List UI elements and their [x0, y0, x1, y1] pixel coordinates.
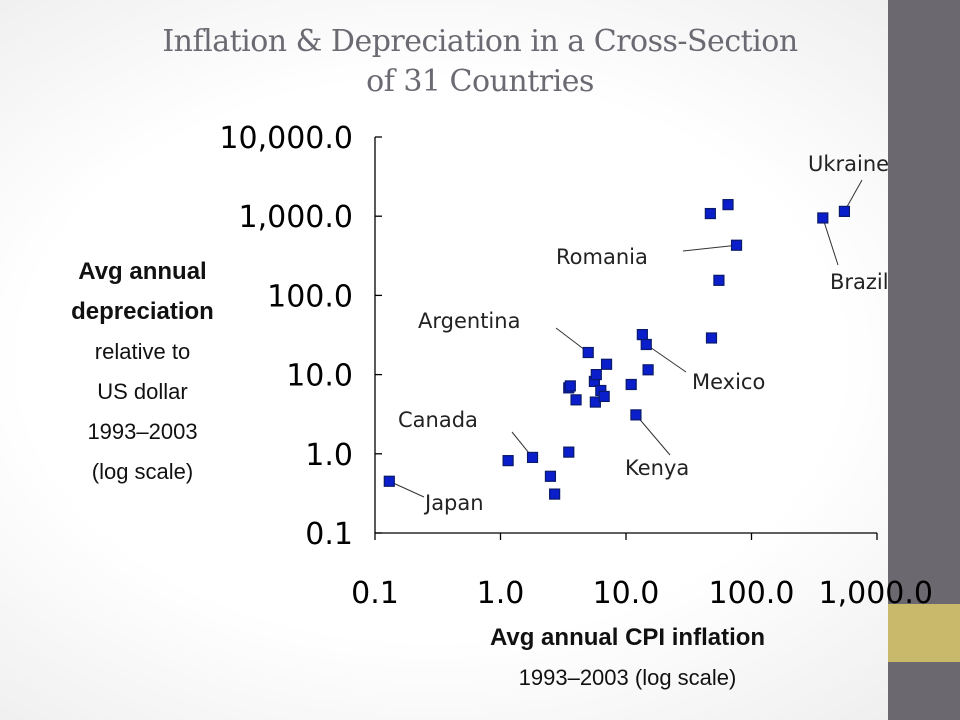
y-axis-label: Avg annual depreciation relative to US d… — [40, 252, 245, 492]
y-tick-label: 1.0 — [305, 438, 353, 473]
label-brazil: Brazil — [830, 270, 889, 294]
data-point — [730, 239, 743, 251]
data-point — [589, 396, 601, 408]
y-axis-label-line-1: Avg annual — [78, 258, 207, 285]
label-mexico: Mexico — [692, 370, 765, 394]
data-point — [590, 369, 602, 381]
data-point — [640, 338, 652, 351]
data-point — [570, 394, 582, 406]
data-point — [713, 274, 725, 286]
y-tick-label: 1,000.0 — [238, 200, 353, 235]
data-point — [630, 409, 642, 421]
data-point — [502, 455, 514, 467]
sidebar-accent — [888, 604, 960, 662]
data-point — [582, 346, 594, 359]
data-point — [563, 446, 575, 458]
sidebar-decoration — [888, 0, 960, 720]
data-point — [704, 207, 716, 220]
data-point — [383, 475, 395, 487]
x-axis-label-line-1: Avg annual CPI inflation — [489, 624, 766, 651]
x-tick-label: 0.1 — [351, 576, 399, 611]
x-axis-label: Avg annual CPI inflation 1993–2003 (log … — [375, 618, 880, 698]
x-tick-label: 100.0 — [709, 576, 795, 611]
leader-brazil — [822, 217, 839, 266]
title-line-2: of 31 Countries — [366, 64, 594, 99]
label-japan: Japan — [423, 491, 484, 515]
label-romania: Romania — [556, 245, 648, 269]
data-point — [722, 199, 734, 211]
x-tick-label: 1.0 — [477, 576, 525, 611]
y-axis-label-line-6: (log scale) — [91, 459, 194, 484]
data-point — [544, 470, 557, 482]
data-point — [625, 378, 637, 391]
data-point — [838, 205, 851, 217]
data-point — [564, 380, 576, 392]
data-point — [636, 328, 648, 341]
x-axis-label-line-2: 1993–2003 (log scale) — [518, 665, 737, 690]
title-line-1: Inflation & Depreciation in a Cross-Sect… — [162, 24, 798, 59]
leader-romania — [682, 244, 737, 252]
data-point — [705, 332, 718, 344]
x-tick-label: 1,000.0 — [818, 576, 933, 611]
label-canada: Canada — [398, 408, 478, 432]
y-tick-label: 100.0 — [267, 279, 353, 314]
chart-axes: 0.1 1.0 10.0 100.0 1,000.0 10,000.0 0.1 1.0 10.0… — [219, 121, 933, 611]
data-point — [600, 358, 613, 370]
y-axis-label-line-3: relative to — [94, 339, 191, 364]
data-point — [817, 212, 829, 224]
slide-title: Inflation & Depreciation in a Cross-Sect… — [0, 22, 960, 102]
data-point — [642, 364, 654, 376]
x-tick-label: 10.0 — [593, 576, 660, 611]
data-point — [549, 488, 561, 500]
annotation-leaders — [389, 179, 863, 498]
label-argentina: Argentina — [418, 309, 520, 333]
y-tick-label: 10.0 — [286, 359, 353, 394]
leader-japan — [389, 480, 425, 498]
leader-mexico — [645, 344, 687, 373]
data-point — [526, 451, 539, 464]
label-ukraine: Ukraine — [808, 152, 889, 176]
data-point — [598, 390, 610, 403]
annotation-labels: Ukraine Romania Brazil Argentina Mexico Canad… — [398, 152, 889, 515]
y-axis-label-line-5: 1993–2003 — [87, 419, 198, 444]
y-tick-label: 0.1 — [305, 517, 353, 552]
label-kenya: Kenya — [625, 456, 689, 480]
y-tick-label: 10,000.0 — [219, 121, 353, 156]
y-axis-label-line-4: US dollar — [97, 379, 188, 404]
leader-kenya — [635, 414, 671, 456]
y-axis-label-line-2: depreciation — [71, 298, 214, 325]
data-points — [383, 199, 851, 500]
